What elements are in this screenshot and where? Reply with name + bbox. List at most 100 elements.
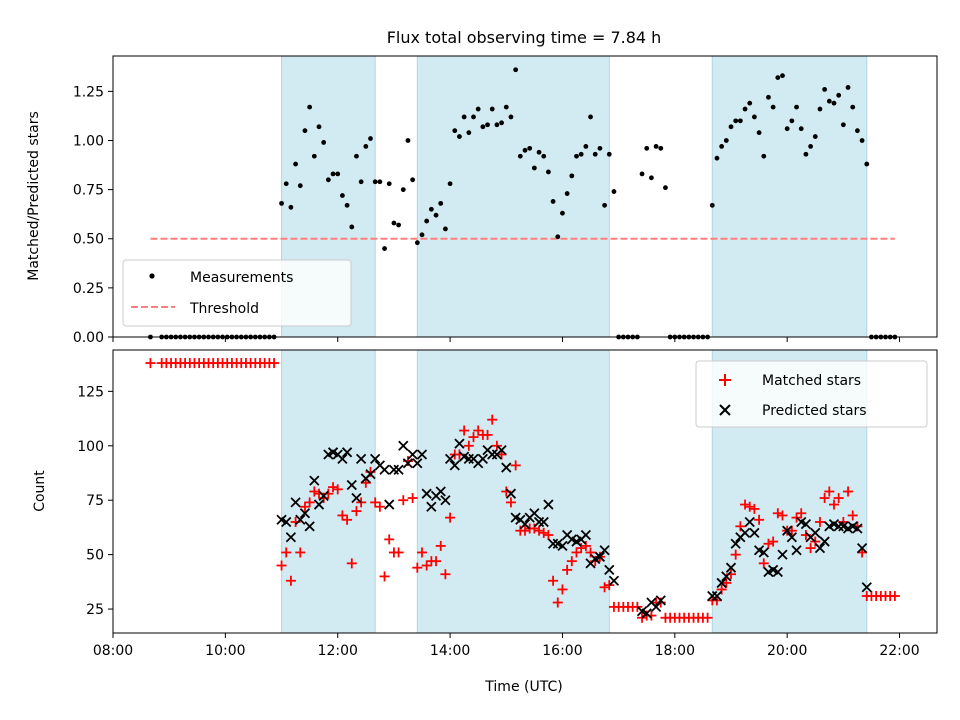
top-axes-frame [112,55,938,338]
top-shaded-bands [281,55,868,338]
predicted-star-point [529,508,540,519]
x-tick-label: 14:00 [430,643,470,659]
legend-matched-marker [719,374,731,386]
measurement-point [752,114,757,120]
measurement-point [578,151,584,157]
measurement-point [550,199,556,204]
matched-star-point [716,584,727,595]
predicted-star-point [721,571,732,582]
predicted-star-point [777,549,788,560]
measurement-point [419,232,425,238]
matched-star-point [463,440,474,451]
measurement-point [775,75,781,81]
measurement-point [546,169,551,175]
matched-star-point [412,562,423,573]
matched-star-point [833,493,844,504]
measurement-point [836,92,842,98]
predicted-star-point [444,453,456,464]
y-tick-label: 125 [77,384,104,400]
matched-star-point [819,493,830,504]
measurement-point [536,149,542,155]
y-tick-label: 0.25 [73,281,104,297]
predicted-star-point [730,538,741,549]
measurement-point [780,73,785,79]
predicted-star-point [716,577,727,589]
measurement-point [489,106,495,112]
measurement-point [377,179,383,185]
measurement-point [714,155,720,161]
measurement-point [293,161,298,167]
measurement-point [658,145,664,151]
measurement-point [663,185,668,191]
predicted-star-point [412,458,423,469]
matched-star-point [281,547,292,558]
predicted-star-point [725,562,737,573]
predicted-star-point [782,525,793,536]
matched-star-point [810,536,821,547]
predicted-star-point [772,566,783,578]
matched-star-point [473,425,484,436]
matched-star-point [520,525,530,536]
measurement-point [321,140,327,145]
figure-title: Flux total observing time = 7.84 h [387,28,662,47]
measurement-point [569,173,575,179]
top-x-ticks [112,337,901,342]
measurement-point [649,175,654,181]
measurement-point [850,104,856,110]
measurement-point [592,151,598,157]
measurement-point [606,151,612,157]
predicted-star-point [337,453,348,464]
measurement-point [733,118,739,124]
matched-star-point [829,499,839,510]
measurement-point [391,220,397,226]
predicted-star-point [318,490,329,501]
measurement-point [513,67,519,73]
matched-star-point [421,560,432,571]
measurement-point [461,114,467,120]
measurement-point [325,177,331,183]
predicted-star-point [370,453,381,464]
predicted-star-point [505,488,517,499]
bottom-matched-points [145,358,900,623]
measurement-point [480,124,486,130]
measurement-point [808,143,813,149]
measurement-point [560,210,565,216]
measurement-point [344,202,350,208]
predicted-star-point [557,540,568,552]
measurement-point [826,98,832,104]
measurement-point [410,177,416,183]
x-tick-label: 18:00 [655,643,695,659]
measurement-point [457,134,462,139]
measurement-point [335,171,341,177]
measurement-point [316,124,322,130]
predicted-star-point [501,462,512,473]
matched-star-point [758,558,769,569]
y-tick-label: 50 [86,548,104,564]
matched-star-point [637,612,648,623]
measurement-point [770,104,776,110]
bottom-y-axis: 25 50 75 100 125 [77,384,113,618]
measurement-point [485,122,490,128]
measurement-point [517,153,523,159]
predicted-star-point [604,564,615,576]
matched-star-point [552,597,563,608]
matched-star-point [491,440,502,451]
predicted-star-point [416,449,428,460]
shaded-interval [711,55,868,338]
predicted-star-point [449,460,460,471]
matched-star-point [777,510,788,521]
predicted-star-point [749,527,760,538]
measurement-point [396,222,401,228]
predicted-star-point [285,532,297,543]
shaded-interval [416,55,610,338]
measurement-point [414,240,420,246]
measurement-point [302,128,308,134]
y-tick-label: 0.00 [73,330,104,346]
matched-star-point [847,510,858,521]
matched-star-point [304,497,315,508]
measurement-point [737,118,743,124]
measurement-point [761,153,767,159]
measurement-point [405,138,411,143]
predicted-star-point [810,527,821,538]
